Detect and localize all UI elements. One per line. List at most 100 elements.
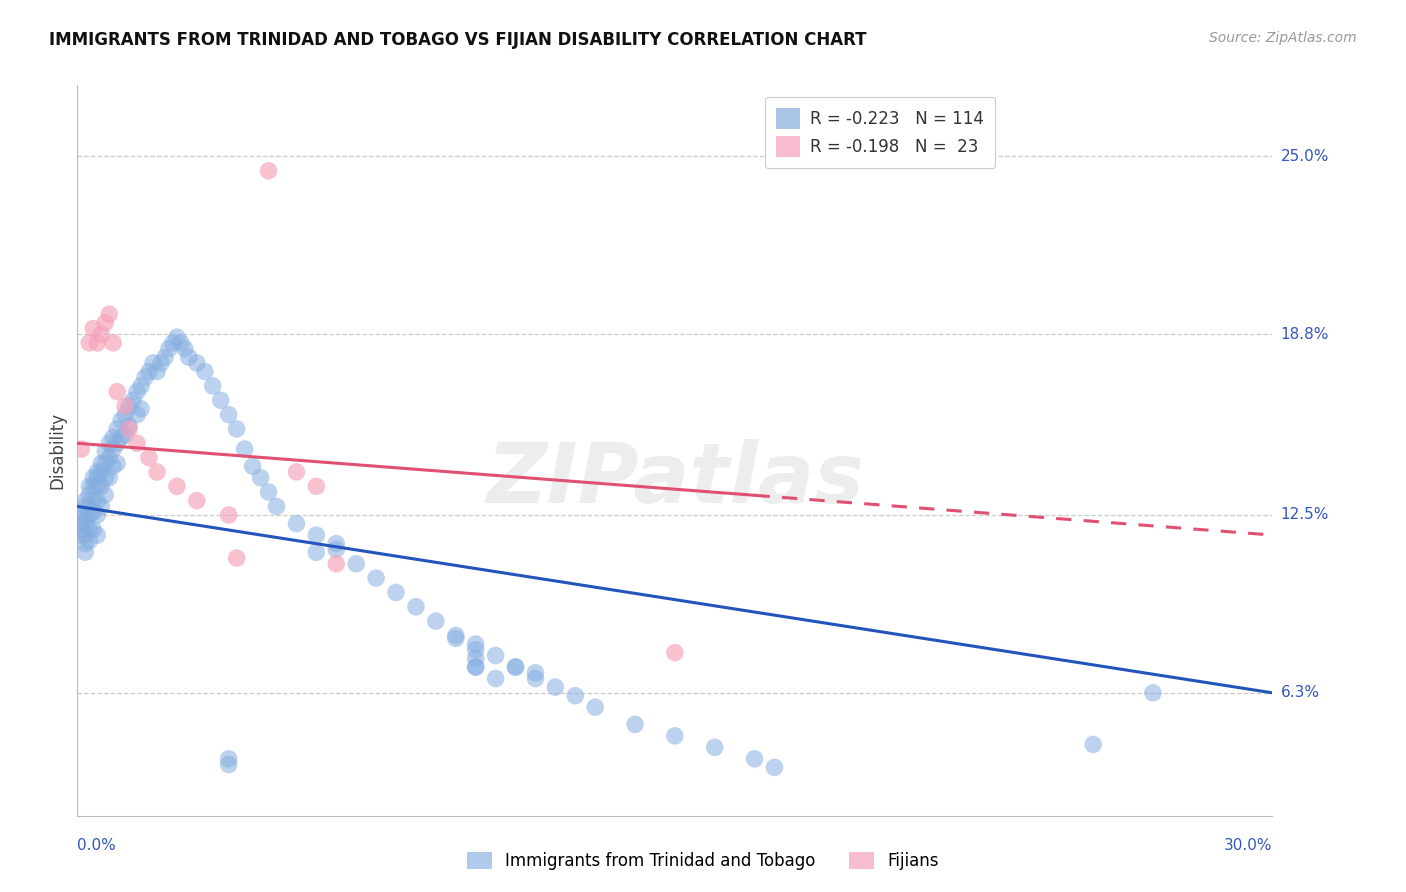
Point <box>110 413 132 427</box>
Text: ZIPatlas: ZIPatlas <box>486 439 863 520</box>
Point <box>142 356 165 370</box>
Point <box>90 479 112 493</box>
Point <box>624 717 647 731</box>
Point <box>744 752 766 766</box>
Point <box>405 599 427 614</box>
Point <box>90 465 112 479</box>
Point <box>305 545 328 559</box>
Point <box>75 516 97 531</box>
Text: 18.8%: 18.8% <box>1281 326 1329 342</box>
Point <box>82 505 104 519</box>
Point <box>177 350 200 364</box>
Point <box>90 327 112 342</box>
Point <box>266 500 288 514</box>
Text: 25.0%: 25.0% <box>1281 149 1329 164</box>
Point <box>82 321 104 335</box>
Point <box>485 648 508 663</box>
Point <box>464 660 486 674</box>
Point <box>90 500 112 514</box>
Point <box>564 689 586 703</box>
Point <box>201 379 224 393</box>
Point <box>129 379 152 393</box>
Point <box>505 660 527 674</box>
Point <box>138 365 160 379</box>
Point <box>79 479 101 493</box>
Text: 0.0%: 0.0% <box>77 838 117 854</box>
Point <box>86 508 108 522</box>
Point <box>166 330 188 344</box>
Point <box>138 450 160 465</box>
Point <box>105 422 128 436</box>
Point <box>174 342 197 356</box>
Point <box>79 335 101 350</box>
Point <box>218 752 240 766</box>
Point <box>79 488 101 502</box>
Point <box>105 436 128 450</box>
Point <box>249 471 271 485</box>
Point <box>75 500 97 514</box>
Point <box>150 356 173 370</box>
Point <box>464 651 486 665</box>
Point <box>118 419 141 434</box>
Point <box>75 537 97 551</box>
Point <box>505 660 527 674</box>
Point <box>105 384 128 399</box>
Point <box>225 551 247 566</box>
Point <box>75 508 97 522</box>
Point <box>257 485 280 500</box>
Point <box>524 665 547 680</box>
Point <box>86 471 108 485</box>
Point <box>86 335 108 350</box>
Point <box>75 545 97 559</box>
Point <box>285 465 308 479</box>
Point <box>146 465 169 479</box>
Point <box>194 365 217 379</box>
Point <box>70 528 93 542</box>
Point <box>82 471 104 485</box>
Point <box>82 493 104 508</box>
Point <box>79 508 101 522</box>
Point <box>98 307 121 321</box>
Point <box>763 760 786 774</box>
Legend: R = -0.223   N = 114, R = -0.198   N =  23: R = -0.223 N = 114, R = -0.198 N = 23 <box>765 96 995 169</box>
Legend: Immigrants from Trinidad and Tobago, Fijians: Immigrants from Trinidad and Tobago, Fij… <box>460 845 946 877</box>
Point <box>94 488 117 502</box>
Point <box>233 442 256 456</box>
Point <box>103 459 124 474</box>
Point <box>344 557 367 571</box>
Point <box>70 516 93 531</box>
Point <box>218 508 240 522</box>
Text: 6.3%: 6.3% <box>1281 685 1320 700</box>
Point <box>444 632 467 646</box>
Point <box>70 522 93 536</box>
Point <box>385 585 408 599</box>
Point <box>98 450 121 465</box>
Point <box>127 436 149 450</box>
Text: Source: ZipAtlas.com: Source: ZipAtlas.com <box>1209 31 1357 45</box>
Point <box>90 456 112 470</box>
Point <box>464 660 486 674</box>
Point <box>110 431 132 445</box>
Point <box>305 479 328 493</box>
Point <box>325 542 347 557</box>
Point <box>366 571 388 585</box>
Point <box>153 350 176 364</box>
Text: IMMIGRANTS FROM TRINIDAD AND TOBAGO VS FIJIAN DISABILITY CORRELATION CHART: IMMIGRANTS FROM TRINIDAD AND TOBAGO VS F… <box>49 31 866 49</box>
Point <box>464 642 486 657</box>
Point <box>305 528 328 542</box>
Point <box>285 516 308 531</box>
Point <box>544 680 567 694</box>
Point <box>186 356 208 370</box>
Y-axis label: Disability: Disability <box>48 412 66 489</box>
Point <box>75 528 97 542</box>
Point <box>425 614 447 628</box>
Point <box>127 384 149 399</box>
Point <box>114 408 136 422</box>
Point <box>86 479 108 493</box>
Point <box>146 365 169 379</box>
Point <box>70 442 93 456</box>
Point <box>157 342 180 356</box>
Point <box>242 459 264 474</box>
Point <box>75 493 97 508</box>
Point <box>82 479 104 493</box>
